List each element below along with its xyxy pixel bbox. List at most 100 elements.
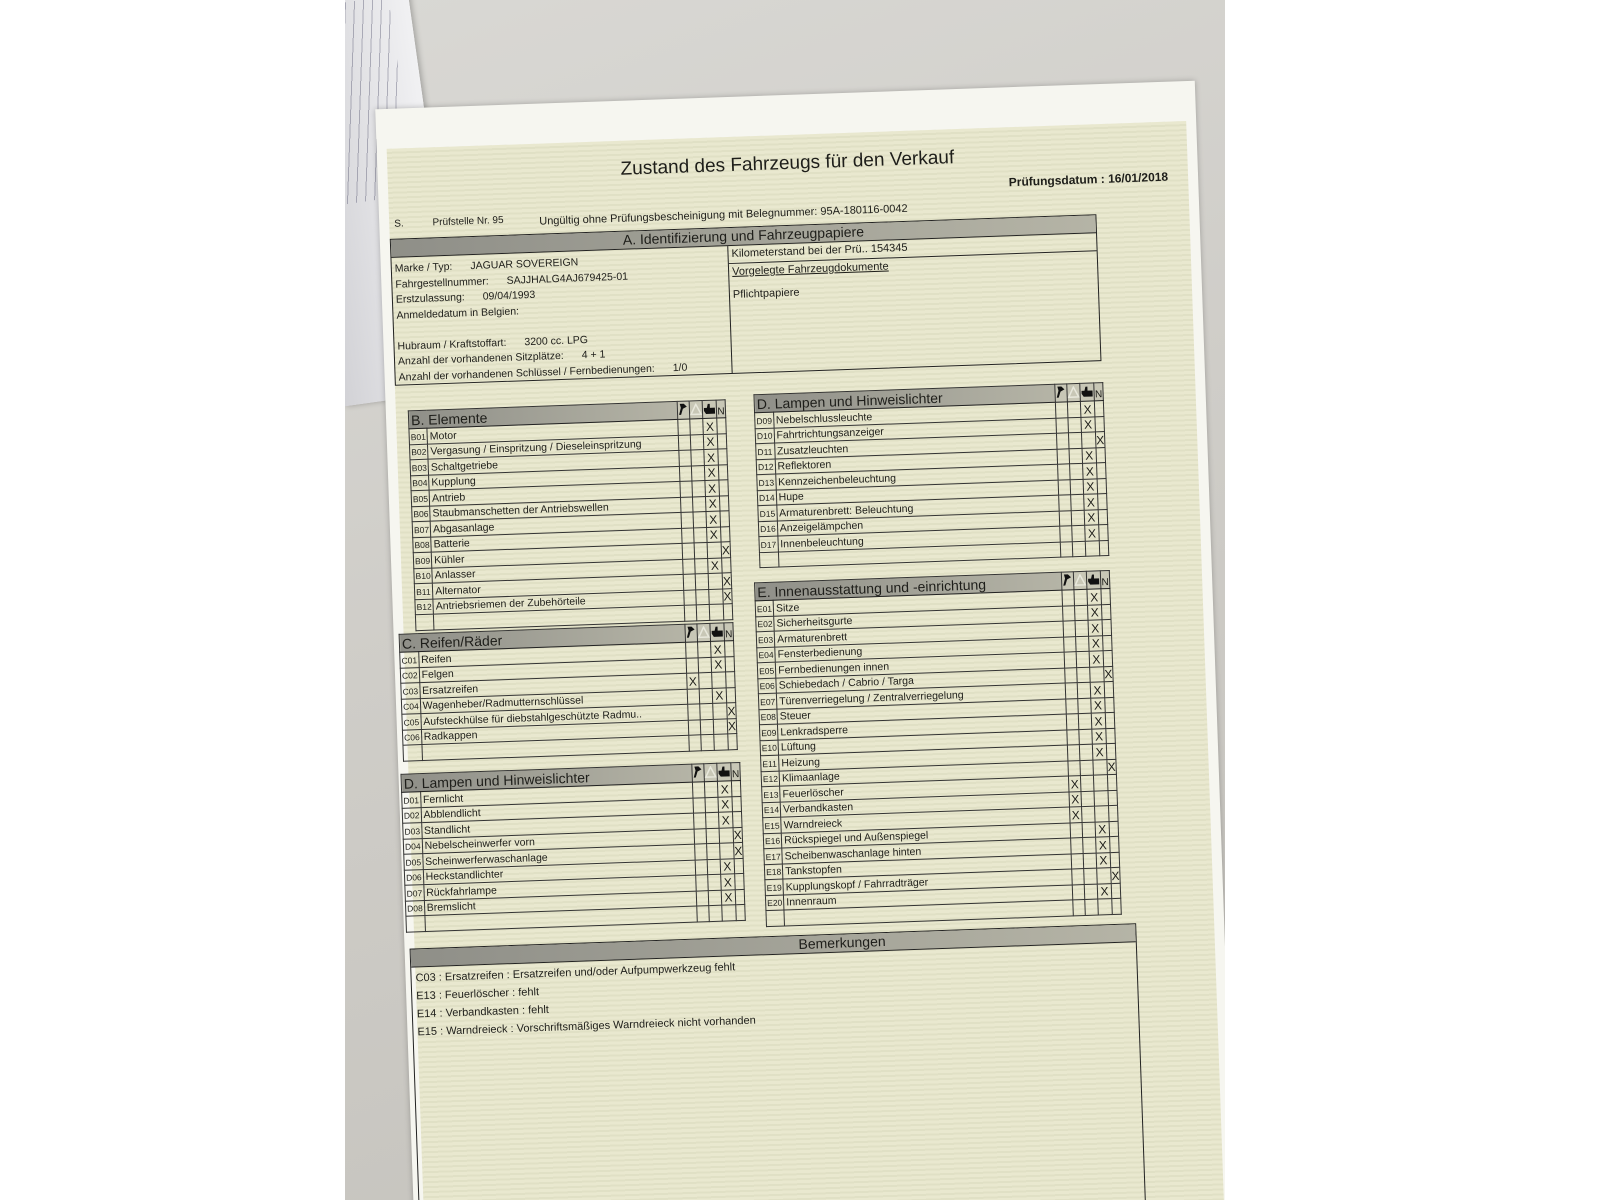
mark-cell-na — [719, 511, 730, 527]
check-mark: X — [1071, 807, 1081, 822]
item-code: B11 — [414, 583, 433, 600]
check-mark: X — [1089, 589, 1099, 605]
mark-cell-warn — [699, 703, 714, 720]
remarks-section: Bemerkungen C03 : Ersatzreifen : Ersatzr… — [409, 923, 1147, 1200]
mark-cell-warn — [1067, 417, 1082, 434]
mark-cell-warn — [697, 641, 712, 658]
mark-cell-repair — [1056, 433, 1069, 450]
item-code: E17 — [763, 848, 783, 865]
warning-triangle-icon — [1074, 573, 1087, 589]
check-mark: X — [1092, 651, 1101, 667]
item-code: D04 — [403, 838, 423, 855]
mark-cell-warn — [1069, 463, 1084, 480]
mark-cell-na — [719, 495, 729, 512]
mark-cell-ok: X — [1090, 697, 1106, 714]
field-label: Hubraum / Kraftstoffart: — [397, 336, 507, 353]
inspection-date: Prüfungsdatum : 16/01/2018 — [1009, 170, 1169, 190]
mark-cell-na — [1109, 836, 1120, 853]
field-value: JAGUAR SOVEREIGN — [470, 256, 579, 273]
mark-cell-repair — [695, 859, 708, 876]
check-mark: X — [706, 434, 715, 449]
mark-cell-na — [1109, 821, 1119, 837]
mark-cell-repair — [1070, 822, 1083, 839]
mark-cell-warn — [1076, 651, 1090, 668]
mark-cell-ok: X — [705, 511, 721, 528]
check-mark: X — [1100, 884, 1109, 899]
photo-background: Zustand des Fahrzeugs für den Verkauf Pr… — [345, 0, 1225, 1200]
mark-cell-na: X — [733, 842, 744, 859]
field-value: 4 + 1 — [581, 348, 606, 362]
mark-cell-ok: X — [1088, 635, 1104, 652]
mark-cell-repair — [680, 496, 693, 513]
column-wrench-icon — [691, 763, 705, 783]
mark-cell-repair — [694, 843, 708, 860]
mark-cell-warn — [706, 843, 721, 860]
mark-cell-repair — [1063, 620, 1076, 637]
mark-cell-na — [1097, 493, 1108, 510]
mark-cell-ok: X — [1081, 447, 1097, 464]
check-mark: X — [714, 657, 723, 672]
item-code: E18 — [764, 863, 783, 880]
mark-cell-repair — [677, 419, 691, 436]
mark-cell-warn — [692, 496, 706, 513]
mark-cell-repair — [1072, 884, 1085, 901]
mark-cell-na: X — [721, 541, 731, 558]
mark-cell-repair — [680, 512, 694, 529]
mark-cell-warn — [1084, 883, 1098, 900]
empty-cell — [759, 551, 779, 568]
field-label: Marke / Typ: — [394, 260, 453, 275]
check-mark: X — [1104, 666, 1113, 682]
mark-cell-ok: X — [702, 418, 718, 435]
mark-cell-na — [731, 796, 742, 813]
check-mark: X — [723, 589, 732, 604]
mark-cell-warn — [1071, 525, 1086, 542]
mark-cell-warn — [690, 434, 704, 451]
mark-cell-ok: X — [717, 781, 732, 798]
thumbs-up-icon — [1080, 385, 1094, 401]
item-code: D05 — [403, 853, 423, 871]
mark-cell-warn — [698, 657, 712, 674]
item-code: E02 — [755, 616, 775, 633]
mark-cell-ok: X — [1096, 852, 1111, 869]
empty-cell — [1072, 899, 1086, 916]
na-label: N — [717, 405, 725, 418]
item-code: C05 — [401, 713, 422, 731]
check-mark: X — [733, 828, 743, 843]
inspection-report-paper: Zustand des Fahrzeugs für den Verkauf Pr… — [375, 80, 1225, 1200]
mark-cell-repair — [678, 450, 692, 467]
mark-cell-ok: X — [710, 641, 726, 658]
mark-cell-repair — [1059, 510, 1072, 527]
na-label: N — [724, 628, 733, 641]
check-mark: X — [708, 496, 717, 511]
mark-cell-repair — [1058, 479, 1071, 496]
item-code: E16 — [763, 832, 782, 849]
mark-cell-na — [1094, 416, 1105, 433]
mark-cell-repair — [1061, 590, 1075, 606]
mark-cell-ok — [708, 573, 723, 590]
check-mark: X — [722, 573, 732, 589]
mark-cell-warn — [1070, 494, 1085, 511]
mark-cell-repair — [1070, 837, 1084, 854]
column-warning-triangle-icon — [696, 623, 711, 643]
check-mark: X — [1099, 853, 1108, 868]
check-mark: X — [1093, 698, 1103, 713]
check-mark: X — [709, 527, 719, 542]
column-wrench-icon — [1054, 383, 1068, 403]
table-header: B. Elemente N — [408, 399, 726, 430]
check-mark: X — [1083, 417, 1093, 432]
mark-cell-repair — [1067, 744, 1080, 761]
report-form: Zustand des Fahrzeugs für den Verkauf Pr… — [386, 121, 1225, 1200]
mark-cell-repair — [685, 642, 699, 659]
warning-triangle-icon — [1067, 385, 1080, 401]
wrench-icon — [1062, 574, 1074, 590]
empty-cell — [723, 603, 733, 620]
check-mark: X — [721, 812, 730, 828]
section-d-lamps-right: D. Lampen und Hinweislichter N D09 Nebelsch… — [753, 382, 1110, 569]
mark-cell-na — [1105, 712, 1115, 729]
column-warning-triangle-icon — [689, 400, 703, 420]
mark-cell-warn — [708, 890, 722, 906]
item-code: E13 — [761, 786, 781, 803]
mark-cell-ok — [713, 718, 728, 735]
mark-cell-repair — [679, 481, 693, 498]
item-code: D02 — [402, 807, 422, 824]
